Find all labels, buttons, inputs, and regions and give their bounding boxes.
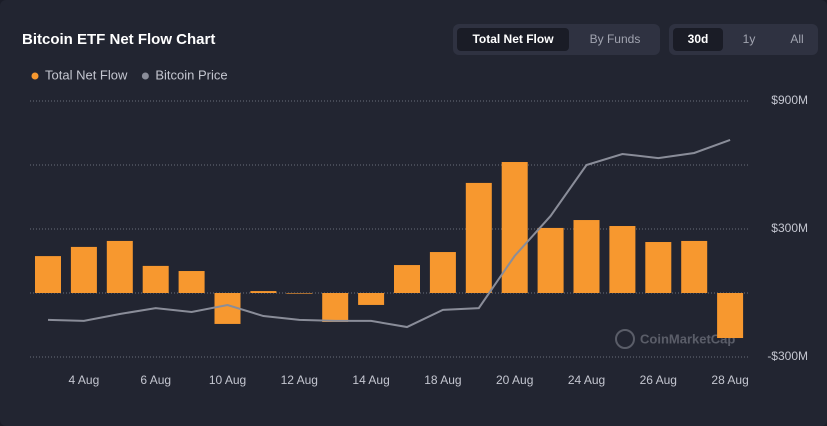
watermark-text: CoinMarketCap — [640, 331, 735, 346]
bar — [609, 226, 636, 293]
legend-label: Bitcoin Price — [155, 67, 227, 82]
x-tick-label: 20 Aug — [496, 373, 533, 387]
bar — [717, 293, 744, 339]
bar — [178, 271, 205, 293]
watermark-icon — [615, 329, 635, 349]
x-tick-label: 18 Aug — [424, 373, 461, 387]
bar — [645, 242, 672, 293]
range[interactable]: All — [790, 32, 803, 46]
legend-marker — [141, 72, 149, 80]
range[interactable]: 1y — [743, 32, 756, 46]
y-tick-label: $300M — [771, 221, 808, 235]
x-tick-label: 4 Aug — [69, 373, 100, 387]
price-line — [47, 138, 731, 329]
x-tick-label: 28 Aug — [711, 373, 748, 387]
bar — [465, 182, 492, 293]
bar — [70, 246, 97, 293]
legend-marker — [31, 72, 39, 80]
bar — [394, 265, 420, 293]
tab[interactable]: By Funds — [590, 32, 641, 46]
x-tick-label: 10 Aug — [209, 373, 246, 387]
bar — [35, 256, 61, 293]
bar — [286, 293, 313, 294]
tab[interactable]: Total Net Flow — [472, 32, 554, 46]
bar — [322, 293, 349, 323]
bar — [250, 291, 277, 293]
bar — [429, 252, 456, 293]
x-tick-label: 12 Aug — [281, 373, 318, 387]
legend-label: Total Net Flow — [45, 67, 128, 82]
active-range — [673, 28, 723, 51]
range[interactable]: 30d — [688, 32, 709, 46]
watermark: CoinMarketCap — [615, 329, 735, 349]
bar — [142, 265, 169, 293]
bar — [358, 293, 385, 305]
x-tick-label: 26 Aug — [640, 373, 677, 387]
active-tab — [457, 28, 569, 51]
bar — [573, 220, 600, 293]
bar — [537, 227, 564, 293]
bar — [501, 162, 528, 293]
y-tick-label: -$300M — [767, 349, 808, 363]
chart-title: Bitcoin ETF Net Flow Chart — [22, 31, 215, 48]
bar — [681, 240, 708, 293]
x-tick-label: 24 Aug — [568, 373, 605, 387]
x-tick-label: 14 Aug — [352, 373, 389, 387]
x-tick-label: 6 Aug — [140, 373, 171, 387]
bar — [106, 240, 133, 293]
y-tick-label: $900M — [771, 93, 808, 107]
